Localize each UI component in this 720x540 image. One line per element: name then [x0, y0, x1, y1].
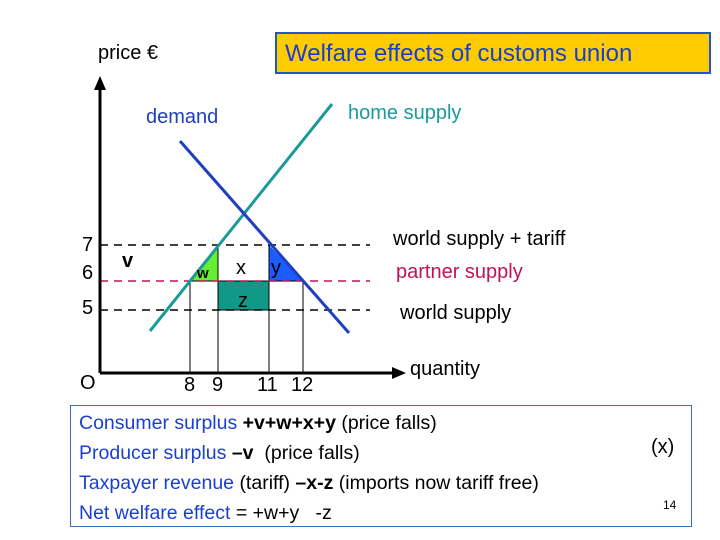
world-tariff-label: world supply + tariff	[393, 228, 566, 250]
demand-curve	[178, 140, 351, 334]
area-v-label: v	[122, 250, 134, 272]
slide-title: Welfare effects of customs union	[285, 40, 633, 67]
y-tick-5: 5	[82, 297, 94, 319]
x-tick-11: 11	[257, 374, 278, 396]
note-producer-surplus: Producer surplus –v (price falls)	[79, 442, 360, 464]
x-tick-8: 8	[184, 374, 196, 396]
x-axis-label: quantity	[410, 358, 481, 380]
home-supply-label: home supply	[348, 102, 462, 124]
note-taxpayer-revenue: Taxpayer revenue (tariff) –x-z (imports …	[79, 472, 539, 494]
x-tick-12: 12	[291, 374, 314, 396]
x-tick-9: 9	[212, 374, 224, 396]
area-x-label: x	[236, 257, 246, 279]
home-supply-curve	[148, 103, 334, 332]
area-y-label: y	[271, 257, 281, 279]
y-axis-arrow	[94, 76, 106, 90]
note-consumer-surplus: Consumer surplus +v+w+x+y (price falls)	[79, 412, 437, 434]
page-number: 14	[663, 498, 677, 512]
world-supply-label: world supply	[400, 302, 512, 324]
area-z-label: z	[238, 290, 248, 312]
y-tick-6: 6	[82, 262, 94, 284]
x-axis-arrow	[392, 367, 406, 379]
y-tick-7: 7	[82, 234, 94, 256]
note-net-welfare: Net welfare effect = +w+y -z	[79, 502, 332, 524]
area-w-label: w	[197, 265, 209, 282]
side-note: (x)	[651, 436, 675, 458]
y-axis-label: price €	[98, 42, 159, 64]
origin-label: O	[80, 372, 96, 394]
title-box: Welfare effects of customs union	[275, 32, 711, 74]
partner-supply-label: partner supply	[396, 261, 523, 283]
notes-box: Consumer surplus +v+w+x+y (price falls) …	[70, 405, 692, 527]
demand-label: demand	[146, 106, 219, 128]
